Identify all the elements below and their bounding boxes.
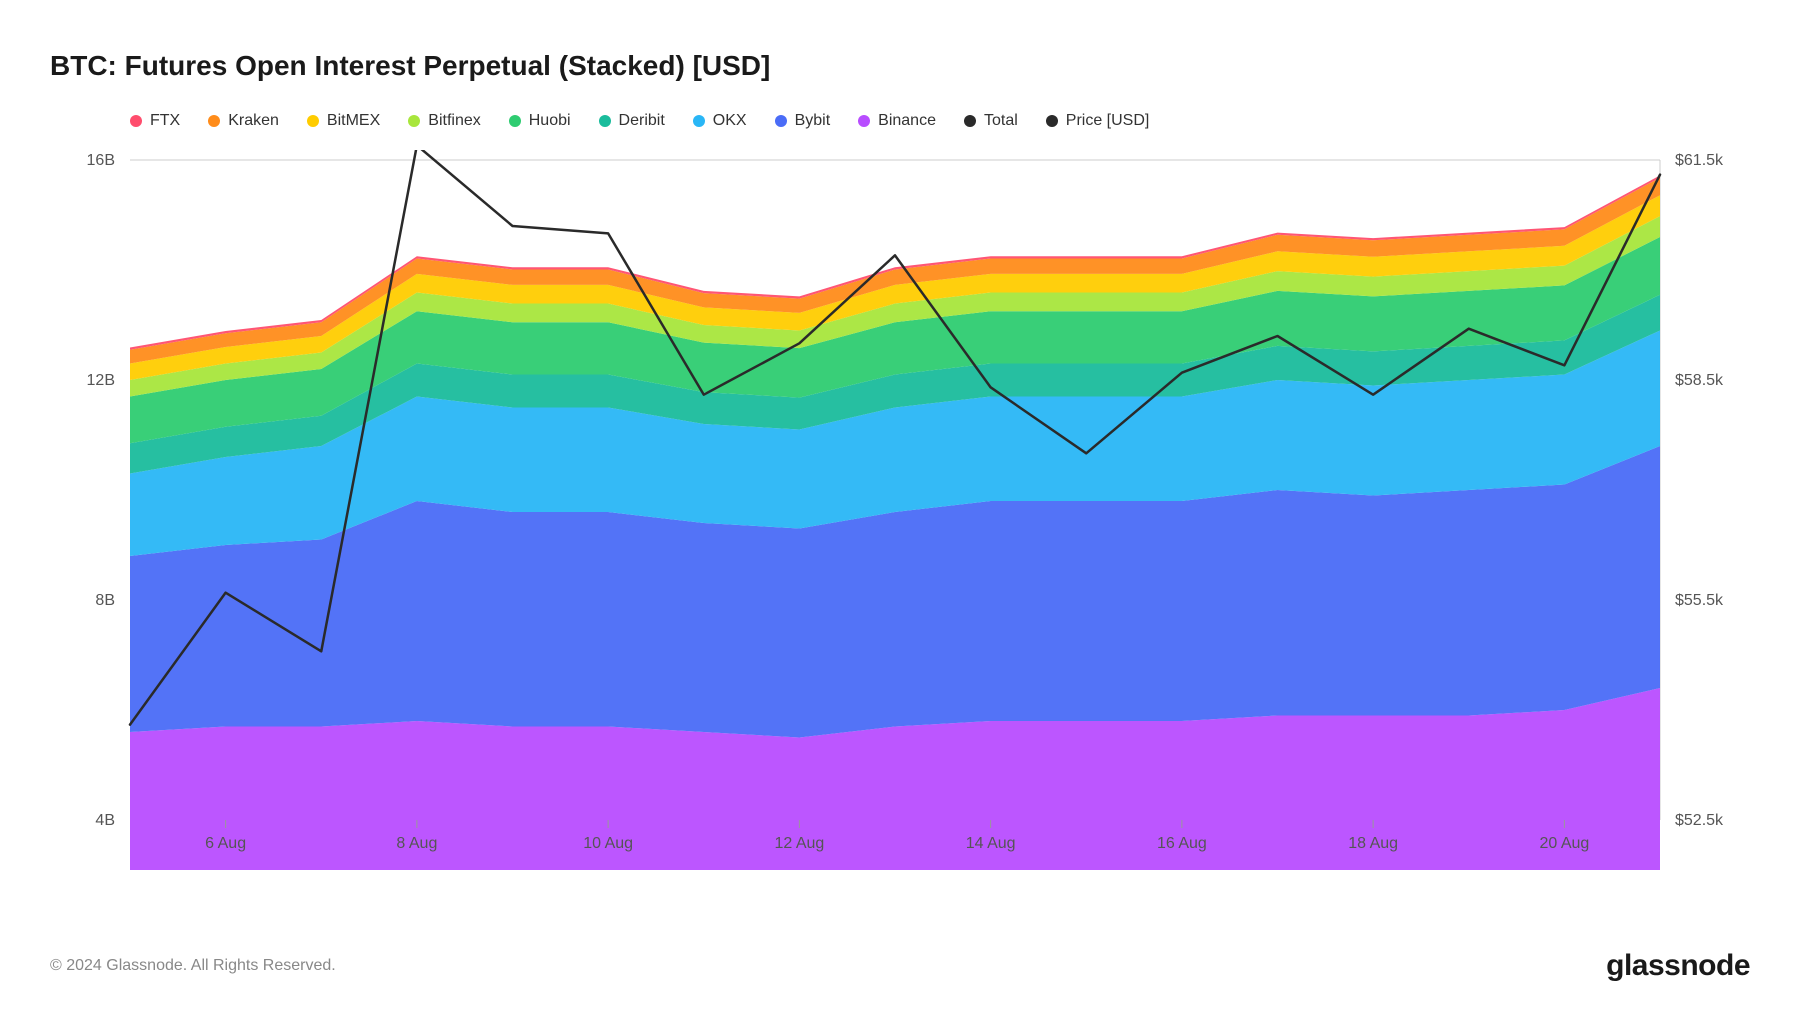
legend-item-binance[interactable]: Binance [858,112,936,130]
chart-container: 4B 8B 12B 16B $52.5k $55.5k $58.5k $61.5k 6 Aug 8… [50,150,1750,870]
svg-text:16 Aug: 16 Aug [1157,835,1207,852]
svg-text:$55.5k: $55.5k [1675,592,1724,609]
legend-label: Kraken [228,112,279,130]
legend-item-kraken[interactable]: Kraken [208,112,279,130]
svg-text:4B: 4B [95,812,115,829]
brand-logo: glassnode [1606,949,1750,983]
legend-dot [208,115,220,127]
legend-item-bitfinex[interactable]: Bitfinex [408,112,480,130]
svg-text:20 Aug: 20 Aug [1539,835,1589,852]
legend-label: OKX [713,112,747,130]
legend-dot [964,115,976,127]
svg-text:12B: 12B [87,372,115,389]
legend-item-deribit[interactable]: Deribit [599,112,665,130]
svg-text:18 Aug: 18 Aug [1348,835,1398,852]
svg-text:10 Aug: 10 Aug [583,835,633,852]
legend-label: Huobi [529,112,571,130]
legend-label: Total [984,112,1018,130]
legend-dot [775,115,787,127]
legend-dot [693,115,705,127]
legend-label: Bybit [795,112,831,130]
legend-label: Binance [878,112,936,130]
legend-dot [858,115,870,127]
legend-dot [130,115,142,127]
legend-label: Bitfinex [428,112,480,130]
legend-dot [307,115,319,127]
legend-label: FTX [150,112,180,130]
chart-title: BTC: Futures Open Interest Perpetual (St… [50,50,1750,82]
svg-text:$58.5k: $58.5k [1675,372,1724,389]
legend-item-total[interactable]: Total [964,112,1018,130]
legend-item-huobi[interactable]: Huobi [509,112,571,130]
svg-text:12 Aug: 12 Aug [774,835,824,852]
svg-text:8B: 8B [95,592,115,609]
legend-item-bitmex[interactable]: BitMEX [307,112,380,130]
legend-item-ftx[interactable]: FTX [130,112,180,130]
legend-label: Price [USD] [1066,112,1150,130]
legend-dot [599,115,611,127]
legend: FTX Kraken BitMEX Bitfinex Huobi Deribit OKX By… [130,112,1750,130]
svg-text:$52.5k: $52.5k [1675,812,1724,829]
svg-text:$61.5k: $61.5k [1675,152,1724,169]
legend-dot [1046,115,1058,127]
chart-svg: 4B 8B 12B 16B $52.5k $55.5k $58.5k $61.5k 6 Aug 8… [50,150,1750,870]
legend-item-bybit[interactable]: Bybit [775,112,831,130]
svg-text:14 Aug: 14 Aug [966,835,1016,852]
legend-item-okx[interactable]: OKX [693,112,747,130]
svg-text:6 Aug: 6 Aug [205,835,246,852]
svg-text:8 Aug: 8 Aug [396,835,437,852]
legend-dot [408,115,420,127]
legend-label: BitMEX [327,112,380,130]
svg-text:16B: 16B [87,152,115,169]
legend-dot [509,115,521,127]
legend-label: Deribit [619,112,665,130]
copyright-text: © 2024 Glassnode. All Rights Reserved. [50,957,336,975]
legend-item-price-usd-[interactable]: Price [USD] [1046,112,1150,130]
